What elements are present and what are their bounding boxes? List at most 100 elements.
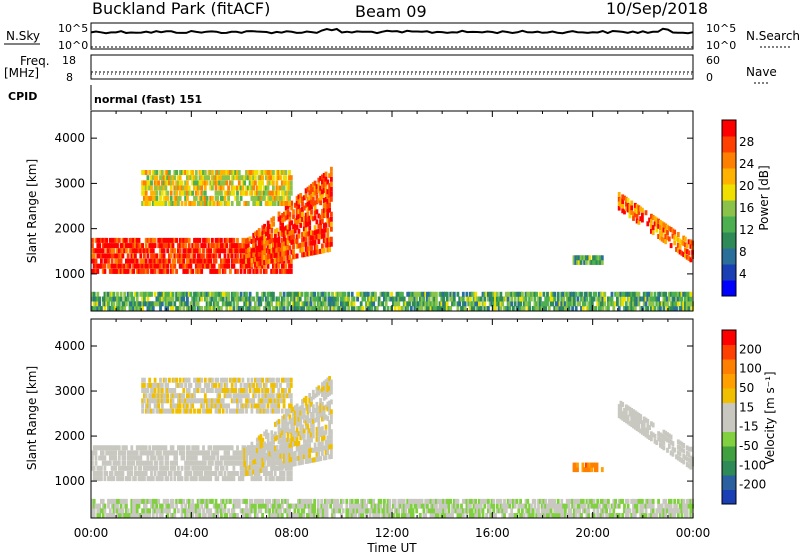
cell-velocity-0 — [652, 504, 655, 509]
cell-power-0 — [96, 292, 99, 297]
cell-power-3 — [285, 175, 288, 180]
cell-velocity-3 — [200, 378, 203, 383]
cell-velocity-1 — [148, 445, 151, 450]
cell-velocity-0 — [342, 499, 345, 504]
cell-velocity-0 — [152, 513, 155, 518]
cell-power-0 — [557, 292, 560, 297]
cell-velocity-2 — [319, 456, 322, 461]
cell-power-1 — [213, 264, 216, 269]
cell-power-0 — [544, 306, 547, 311]
cell-power-3 — [150, 186, 153, 191]
cell-power-4 — [618, 192, 621, 197]
cell-power-0 — [182, 306, 185, 311]
cell-power-0 — [645, 301, 648, 306]
cell-power-0 — [390, 292, 393, 297]
cell-velocity-2 — [330, 439, 333, 444]
cell-power-0 — [197, 301, 200, 306]
cell-velocity-0 — [682, 499, 685, 504]
cell-velocity-0 — [530, 504, 533, 509]
cell-power-0 — [367, 292, 370, 297]
cell-power-0 — [371, 306, 374, 311]
cell-velocity-1 — [102, 450, 105, 455]
cell-power-0 — [397, 301, 400, 306]
beam-label: Beam 09 — [355, 2, 427, 21]
cell-velocity-3 — [182, 393, 185, 398]
cell-power-3 — [238, 201, 241, 206]
cell-power-0 — [123, 292, 126, 297]
cell-power-0 — [233, 306, 236, 311]
cell-velocity-2 — [308, 453, 311, 458]
cell-power-1 — [173, 248, 176, 253]
cell-velocity-0 — [492, 499, 495, 504]
cell-power-3 — [213, 201, 216, 206]
cell-velocity-1 — [188, 466, 191, 471]
cell-velocity-0 — [516, 499, 519, 504]
cell-power-1 — [163, 248, 166, 253]
cell-power-2 — [323, 248, 326, 253]
cell-power-2 — [305, 237, 308, 242]
cell-power-0 — [240, 292, 243, 297]
cell-velocity-1 — [188, 445, 191, 450]
cell-velocity-0 — [641, 499, 644, 504]
colorbar-segment — [722, 200, 736, 217]
cell-power-1 — [127, 253, 130, 258]
cell-velocity-3 — [197, 388, 200, 393]
cell-velocity-1 — [274, 471, 277, 476]
cell-velocity-3 — [161, 388, 164, 393]
cell-velocity-0 — [98, 504, 101, 509]
cell-velocity-0 — [209, 508, 212, 513]
cell-velocity-0 — [197, 504, 200, 509]
cell-power-2 — [330, 187, 333, 192]
cell-power-0 — [159, 306, 162, 311]
cell-velocity-1 — [186, 476, 189, 481]
cell-velocity-0 — [320, 499, 323, 504]
cell-velocity-1 — [182, 445, 185, 450]
cell-velocity-1 — [150, 471, 153, 476]
cell-velocity-0 — [380, 504, 383, 509]
cell-power-3 — [254, 180, 257, 185]
colorbar-tick-label: 8 — [739, 245, 747, 259]
date-label: 10/Sep/2018 — [606, 0, 708, 18]
cell-velocity-0 — [229, 499, 232, 504]
cell-velocity-0 — [580, 513, 583, 518]
cell-velocity-0 — [593, 499, 596, 504]
cell-power-0 — [457, 306, 460, 311]
cell-velocity-1 — [104, 456, 107, 461]
cell-power-0 — [616, 297, 619, 302]
cell-velocity-0 — [537, 508, 540, 513]
cell-power-3 — [175, 191, 178, 196]
cell-velocity-2 — [325, 430, 328, 435]
cell-power-3 — [181, 201, 184, 206]
cell-power-0 — [602, 306, 605, 311]
cell-velocity-1 — [265, 476, 268, 481]
cell-velocity-0 — [342, 508, 345, 513]
cell-power-3 — [208, 175, 211, 180]
cell-velocity-0 — [345, 504, 348, 509]
cell-power-3 — [238, 170, 241, 175]
cell-power-3 — [150, 180, 153, 185]
cell-power-0 — [363, 297, 366, 302]
freq-tick-top: 18 — [62, 54, 76, 67]
cell-power-0 — [528, 306, 531, 311]
cell-power-1 — [211, 238, 214, 243]
cell-velocity-0 — [254, 504, 257, 509]
colorbar-segment — [722, 152, 736, 169]
cell-velocity-0 — [93, 499, 96, 504]
cell-power-0 — [464, 301, 467, 306]
cell-power-1 — [136, 259, 139, 264]
cell-velocity-0 — [510, 508, 513, 513]
cell-velocity-0 — [313, 499, 316, 504]
cell-velocity-0 — [254, 508, 257, 513]
cell-power-0 — [483, 297, 486, 302]
cell-velocity-0 — [326, 513, 329, 518]
cell-power-2 — [278, 247, 281, 252]
cell-velocity-2 — [279, 459, 282, 464]
cell-velocity-0 — [664, 513, 667, 518]
cell-velocity-0 — [657, 499, 660, 504]
cell-velocity-0 — [173, 508, 176, 513]
cell-velocity-0 — [521, 508, 524, 513]
cell-velocity-0 — [388, 499, 391, 504]
cell-power-2 — [316, 219, 319, 224]
cell-velocity-0 — [410, 504, 413, 509]
cell-velocity-0 — [104, 508, 107, 513]
